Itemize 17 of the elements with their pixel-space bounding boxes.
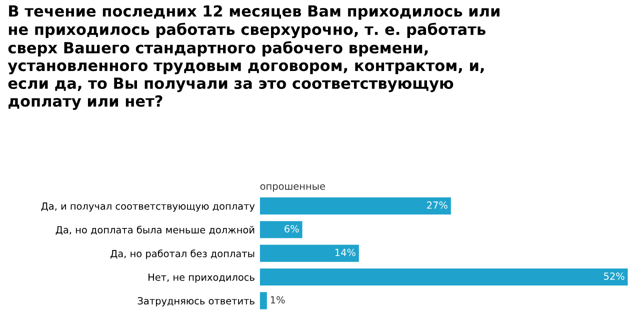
bar [260,244,359,262]
chart-title: В течение последних 12 месяцев Вам приходилось или не приходилось работать сверхурочно, т. е. работать сверх Вашего стандартного рабочего времени, установленного трудовым договором, контрактом, и, если да, то Вы получали за это соответствующую доплату или нет? [8,5,500,110]
series-label: опрошенные [260,184,325,192]
y-tick-label: Да, но доплата была меньше должной [56,226,254,235]
bar [260,292,267,310]
data-label: 52% [604,272,624,280]
data-label: 27% [427,201,448,209]
y-tick-label: Нет, не приходилось [148,274,254,283]
y-tick-label: Затрудняюсь ответить [138,297,254,306]
y-tick-label: Да, но работал без доплаты [110,250,254,260]
y-tick-label: Да, и получал соответствующую доплату [41,202,255,212]
data-label: 6% [284,225,299,232]
bar [260,221,302,238]
bar [260,197,451,214]
bar [260,268,628,286]
data-label: 14% [335,248,356,256]
data-label: 1% [270,296,285,304]
